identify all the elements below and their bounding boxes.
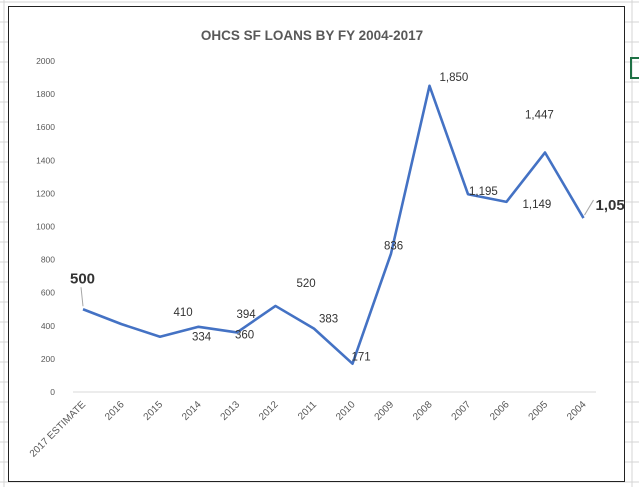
x-tick-label: 2008 [411,399,435,423]
y-tick-label: 1400 [36,155,55,165]
y-tick-label: 1600 [36,122,55,132]
y-tick-label: 1200 [36,188,55,198]
x-tick-label: 2004 [565,399,589,423]
data-label: 1,850 [440,72,469,84]
x-tick-label: 2006 [488,399,512,423]
y-tick-label: 2000 [36,56,55,66]
chart-container[interactable]: OHCS SF LOANS BY FY 2004-2017 0 200 400 600… [8,6,633,482]
data-label: 410 [174,307,193,319]
x-tick-label: 2011 [296,399,319,422]
x-tick-label: 2007 [450,399,474,423]
x-tick-label: 2016 [103,399,127,423]
y-tick-label: 1800 [36,89,55,99]
data-label: 1,149 [523,199,552,211]
data-label: 394 [237,309,257,321]
x-tick-label: 2015 [142,399,166,423]
data-label: 520 [297,278,316,290]
x-tick-label: 2012 [257,399,281,423]
y-tick-label: 600 [41,288,55,298]
data-label: 360 [235,329,254,341]
data-label: 1,051 [596,197,625,214]
x-tick-label: 2009 [373,399,397,423]
x-tick-label: 2005 [527,399,551,423]
data-label: 836 [384,241,403,253]
data-label: 383 [319,314,338,326]
y-tick-label: 1000 [36,222,55,232]
x-tick-label: 2014 [180,399,204,423]
data-label: 500 [70,270,95,287]
data-label: 1,447 [525,110,554,122]
series-line [82,84,585,365]
x-tick-label: 2017 ESTIMATE [28,399,89,460]
y-tick-label: 0 [50,387,55,397]
data-label: 171 [352,352,371,364]
x-tick-label: 2010 [334,399,358,423]
selected-cell[interactable] [630,57,639,79]
chart-title: OHCS SF LOANS BY FY 2004-2017 [201,28,423,43]
y-tick-label: 800 [41,255,55,265]
data-label: 334 [192,332,212,344]
data-label: 1,195 [469,186,498,198]
x-tick-label: 2013 [219,399,243,423]
line-chart: OHCS SF LOANS BY FY 2004-2017 0 200 400 600… [28,28,633,460]
y-tick-label: 400 [41,321,55,331]
leader-line [584,199,594,216]
y-tick-label: 200 [41,354,55,364]
leader-line [80,287,84,307]
